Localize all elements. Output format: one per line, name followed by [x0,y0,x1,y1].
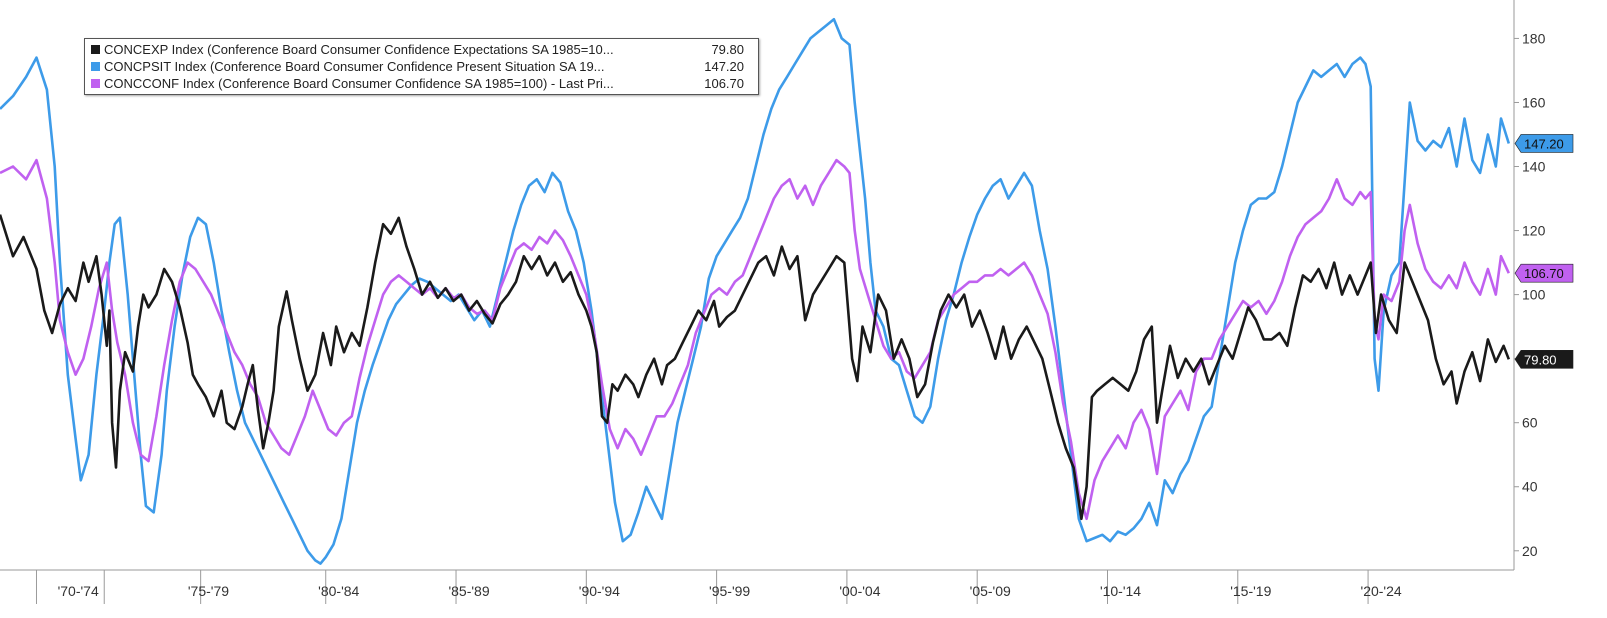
x-axis-dividers [35,570,1369,604]
x-tick-label: '05-'09 [970,583,1011,599]
y-tick-label: 20 [1522,543,1538,559]
legend-swatch-concexp [91,45,100,54]
last-value-tag-text: 106.70 [1524,266,1564,281]
last-value-tag-concpsit: 147.20 [1514,134,1574,153]
series-line-concconf [0,158,1510,521]
last-value-tag-text: 79.80 [1524,352,1557,367]
y-tick-label: 120 [1522,223,1546,239]
series-line-concexp [0,214,1511,521]
legend-entry-concexp: CONCEXP Index (Conference Board Consumer… [91,41,744,58]
y-tick-label: 40 [1522,479,1538,495]
legend-label-concconf: CONCCONF Index (Conference Board Consume… [104,76,614,91]
y-axis: 20406080100120140160180 [1513,0,1546,570]
x-tick-label: '90-'94 [579,583,620,599]
x-tick-label: '20-'24 [1361,583,1402,599]
y-tick-label: 180 [1522,30,1546,46]
legend-value-concpsit: 147.20 [704,59,744,74]
last-value-tag-shape [1514,263,1574,283]
last-value-tags: 79.80 147.20 106.70 [1514,134,1574,369]
series-line-concpsit [0,17,1511,565]
legend-label-concexp: CONCEXP Index (Conference Board Consumer… [104,42,614,57]
x-tick-label: '75-'79 [188,583,229,599]
x-tick-label: '15-'19 [1230,583,1271,599]
legend-swatch-concconf [91,79,100,88]
last-value-tag-shape [1514,349,1574,369]
y-tick-label: 160 [1522,94,1546,110]
legend-entry-concconf: CONCCONF Index (Conference Board Consume… [91,75,744,92]
y-tick-label: 100 [1522,287,1546,303]
y-tick-label: 60 [1522,415,1538,431]
last-value-tag-text: 147.20 [1524,136,1564,151]
legend-label-concpsit: CONCPSIT Index (Conference Board Consume… [104,59,605,74]
last-value-tag-concconf: 106.70 [1514,263,1574,283]
legend-value-concconf: 106.70 [704,76,744,91]
last-value-tag-shape [1514,134,1574,153]
legend-swatch-concpsit [91,62,100,71]
x-tick-label: '70-'74 [58,583,99,599]
legend-value-concexp: 79.80 [711,42,744,57]
series-layer [0,17,1511,565]
x-tick-label: '00-'04 [839,583,880,599]
x-tick-label: '10-'14 [1100,583,1141,599]
x-tick-label: '80-'84 [318,583,359,599]
y-tick-label: 140 [1522,159,1546,175]
x-tick-label: '95-'99 [709,583,750,599]
last-value-tag-concexp: 79.80 [1514,349,1574,369]
chart-legend: CONCEXP Index (Conference Board Consumer… [84,38,759,95]
legend-entry-concpsit: CONCPSIT Index (Conference Board Consume… [91,58,744,75]
x-axis: '70-'74 '75-'79 '80-'84 '85-'89 '90-'94 '95-'… [0,569,1514,599]
x-tick-label: '85-'89 [448,583,489,599]
